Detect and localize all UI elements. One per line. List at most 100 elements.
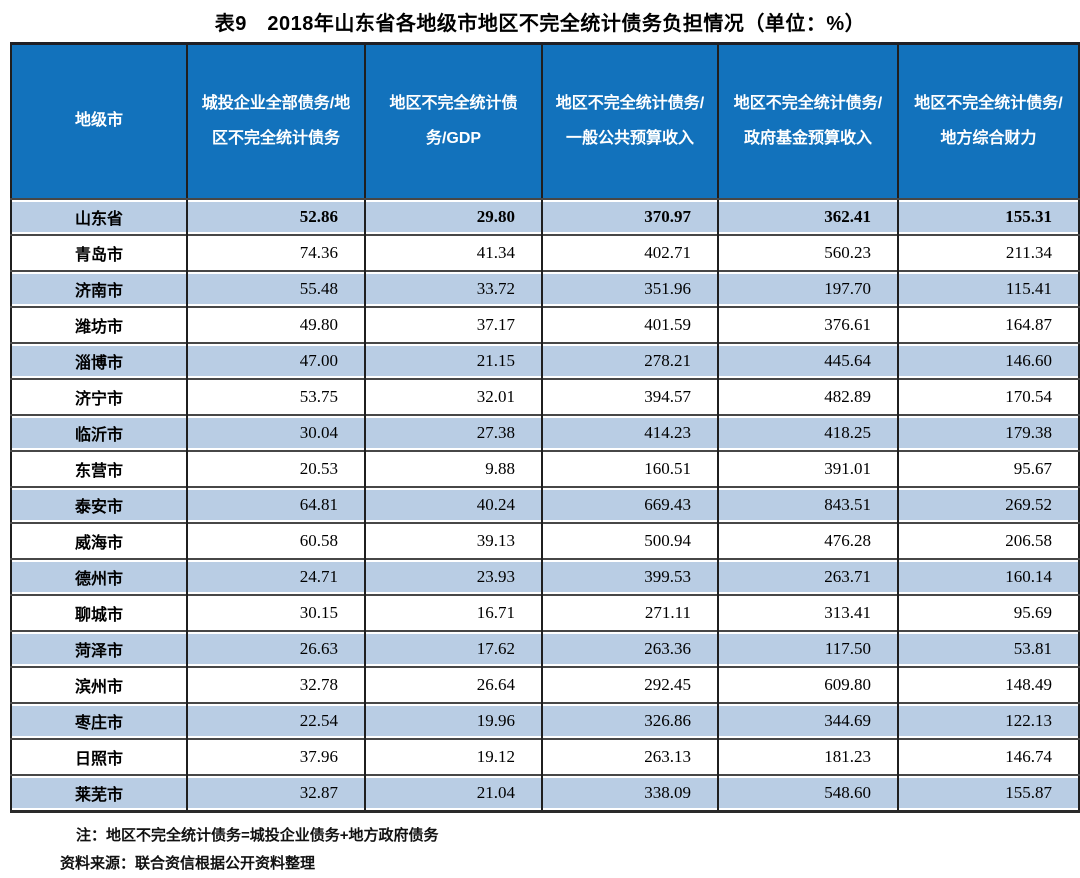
value-cell: 122.13 xyxy=(897,702,1079,739)
value-cell: 394.57 xyxy=(541,378,718,415)
value-cell: 160.14 xyxy=(897,558,1079,595)
table-row: 青岛市 74.36 41.34 402.71 560.23 211.34 xyxy=(11,234,1079,271)
value-cell: 32.78 xyxy=(186,666,365,703)
region-cell: 聊城市 xyxy=(11,594,187,631)
value-cell: 22.54 xyxy=(186,702,365,739)
value-cell: 146.74 xyxy=(897,738,1079,775)
value-cell: 117.50 xyxy=(717,630,898,667)
value-cell: 27.38 xyxy=(364,414,542,451)
region-cell: 枣庄市 xyxy=(11,702,187,739)
value-cell: 49.80 xyxy=(186,306,365,343)
value-cell: 23.93 xyxy=(364,558,542,595)
value-cell: 414.23 xyxy=(541,414,718,451)
value-cell: 64.81 xyxy=(186,486,365,523)
value-cell: 52.86 xyxy=(186,199,365,235)
table-row: 威海市 60.58 39.13 500.94 476.28 206.58 xyxy=(11,522,1079,559)
table-row: 莱芜市 32.87 21.04 338.09 548.60 155.87 xyxy=(11,774,1079,812)
value-cell: 263.13 xyxy=(541,738,718,775)
table-title: 表9 2018年山东省各地级市地区不完全统计债务负担情况（单位：%） xyxy=(214,13,866,35)
region-cell: 济宁市 xyxy=(11,378,187,415)
value-cell: 399.53 xyxy=(541,558,718,595)
table-row: 德州市 24.71 23.93 399.53 263.71 160.14 xyxy=(11,558,1079,595)
region-cell: 菏泽市 xyxy=(11,630,187,667)
table-row: 东营市 20.53 9.88 160.51 391.01 95.67 xyxy=(11,450,1079,487)
value-cell: 170.54 xyxy=(897,378,1079,415)
value-cell: 60.58 xyxy=(186,522,365,559)
value-cell: 17.62 xyxy=(364,630,542,667)
header-cell-debt-public-budget: 地区不完全统计债务/一般公共预算收入 xyxy=(541,43,718,200)
value-cell: 148.49 xyxy=(897,666,1079,703)
value-cell: 19.96 xyxy=(364,702,542,739)
value-cell: 30.04 xyxy=(186,414,365,451)
region-cell: 德州市 xyxy=(11,558,187,595)
region-cell: 泰安市 xyxy=(11,486,187,523)
value-cell: 269.52 xyxy=(897,486,1079,523)
table-row: 枣庄市 22.54 19.96 326.86 344.69 122.13 xyxy=(11,702,1079,739)
table-row: 潍坊市 49.80 37.17 401.59 376.61 164.87 xyxy=(11,306,1079,343)
value-cell: 402.71 xyxy=(541,234,718,271)
value-cell: 263.71 xyxy=(717,558,898,595)
region-cell: 青岛市 xyxy=(11,234,187,271)
value-cell: 843.51 xyxy=(717,486,898,523)
value-cell: 155.87 xyxy=(897,774,1079,812)
value-cell: 548.60 xyxy=(717,774,898,812)
debt-burden-table: 地级市 城投企业全部债务/地区不完全统计债务 地区不完全统计债务/GDP 地区不… xyxy=(10,42,1080,813)
value-cell: 445.64 xyxy=(717,342,898,379)
value-cell: 29.80 xyxy=(364,199,542,235)
value-cell: 26.64 xyxy=(364,666,542,703)
value-cell: 26.63 xyxy=(186,630,365,667)
table-row: 滨州市 32.78 26.64 292.45 609.80 148.49 xyxy=(11,666,1079,703)
value-cell: 19.12 xyxy=(364,738,542,775)
region-cell: 淄博市 xyxy=(11,342,187,379)
value-cell: 9.88 xyxy=(364,450,542,487)
table-body: 山东省 52.86 29.80 370.97 362.41 155.31 青岛市 74.36 4… xyxy=(11,199,1079,812)
value-cell: 146.60 xyxy=(897,342,1079,379)
value-cell: 160.51 xyxy=(541,450,718,487)
value-cell: 40.24 xyxy=(364,486,542,523)
footnotes: 注：地区不完全统计债务=城投企业债务+地方政府债务 资料来源：联合资信根据公开资… xyxy=(0,822,1080,878)
table-row: 聊城市 30.15 16.71 271.11 313.41 95.69 xyxy=(11,594,1079,631)
value-cell: 418.25 xyxy=(717,414,898,451)
value-cell: 313.41 xyxy=(717,594,898,631)
table-row: 济南市 55.48 33.72 351.96 197.70 115.41 xyxy=(11,270,1079,307)
value-cell: 362.41 xyxy=(717,199,898,235)
value-cell: 669.43 xyxy=(541,486,718,523)
value-cell: 376.61 xyxy=(717,306,898,343)
value-cell: 21.04 xyxy=(364,774,542,812)
value-cell: 181.23 xyxy=(717,738,898,775)
value-cell: 47.00 xyxy=(186,342,365,379)
value-cell: 500.94 xyxy=(541,522,718,559)
value-cell: 482.89 xyxy=(717,378,898,415)
footnote-definition: 注：地区不完全统计债务=城投企业债务+地方政府债务 xyxy=(76,827,439,844)
value-cell: 33.72 xyxy=(364,270,542,307)
header-cell-region: 地级市 xyxy=(11,43,187,200)
value-cell: 53.81 xyxy=(897,630,1079,667)
value-cell: 211.34 xyxy=(897,234,1079,271)
value-cell: 338.09 xyxy=(541,774,718,812)
region-cell: 济南市 xyxy=(11,270,187,307)
table-header: 地级市 城投企业全部债务/地区不完全统计债务 地区不完全统计债务/GDP 地区不… xyxy=(11,43,1079,200)
value-cell: 37.96 xyxy=(186,738,365,775)
value-cell: 16.71 xyxy=(364,594,542,631)
value-cell: 55.48 xyxy=(186,270,365,307)
value-cell: 53.75 xyxy=(186,378,365,415)
value-cell: 370.97 xyxy=(541,199,718,235)
value-cell: 41.34 xyxy=(364,234,542,271)
header-cell-debt-fiscal-capacity: 地区不完全统计债务/地方综合财力 xyxy=(897,43,1079,200)
value-cell: 326.86 xyxy=(541,702,718,739)
footnote-source: 资料来源：联合资信根据公开资料整理 xyxy=(60,854,316,872)
header-cell-debt-fund-budget: 地区不完全统计债务/政府基金预算收入 xyxy=(717,43,898,200)
value-cell: 609.80 xyxy=(717,666,898,703)
table-row: 淄博市 47.00 21.15 278.21 445.64 146.60 xyxy=(11,342,1079,379)
value-cell: 95.69 xyxy=(897,594,1079,631)
value-cell: 32.87 xyxy=(186,774,365,812)
value-cell: 278.21 xyxy=(541,342,718,379)
table-row: 济宁市 53.75 32.01 394.57 482.89 170.54 xyxy=(11,378,1079,415)
value-cell: 292.45 xyxy=(541,666,718,703)
value-cell: 20.53 xyxy=(186,450,365,487)
value-cell: 95.67 xyxy=(897,450,1079,487)
value-cell: 37.17 xyxy=(364,306,542,343)
value-cell: 32.01 xyxy=(364,378,542,415)
region-cell: 日照市 xyxy=(11,738,187,775)
